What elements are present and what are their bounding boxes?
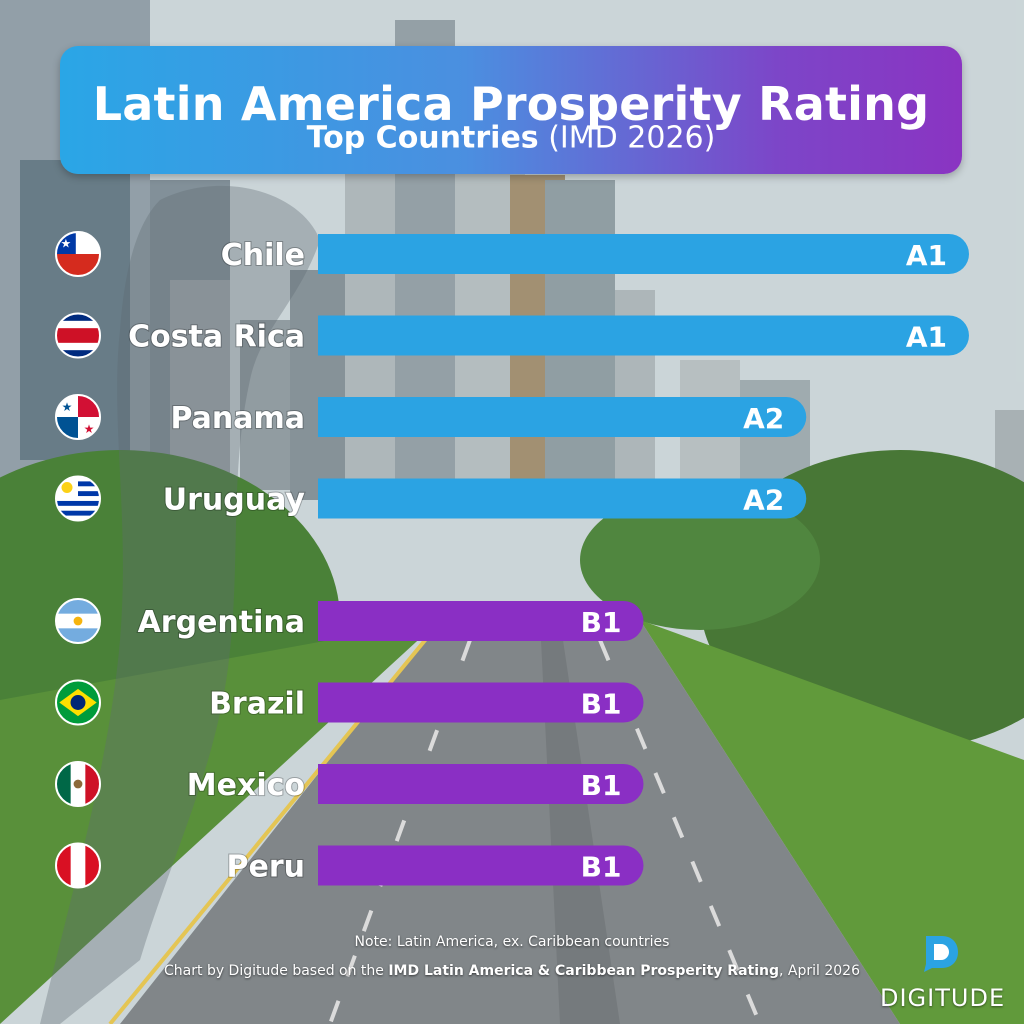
uruguay-flag-icon (56, 476, 100, 521)
category-label: Mexico (187, 768, 305, 803)
category-label: Brazil (209, 687, 305, 722)
bar-costa-rica (318, 315, 969, 356)
brazil-flag-icon (56, 680, 100, 725)
bar-mexico (318, 764, 644, 804)
svg-text:★: ★ (84, 422, 95, 436)
source-credit: Chart by Digitude based on the IMD Latin… (0, 963, 1024, 979)
subtitle-bold: Top Countries (306, 120, 539, 156)
category-label: Costa Rica (128, 320, 305, 355)
credit-source: IMD Latin America & Caribbean Prosperity… (388, 963, 779, 979)
credit-suffix: , April 2026 (779, 963, 860, 979)
title-banner: Latin America Prosperity Rating Top Coun… (60, 46, 962, 174)
category-label: Peru (227, 850, 306, 885)
bar-brazil (318, 682, 644, 723)
bar-peru (318, 845, 644, 886)
data-label: A2 (743, 484, 784, 517)
chart-subtitle: Top Countries (IMD 2026) (60, 121, 962, 156)
svg-text:★: ★ (62, 400, 73, 414)
logo-wordmark: DIGITUDE (880, 984, 1006, 1012)
chart-title: Latin America Prosperity Rating (92, 77, 930, 131)
digitude-logo-icon (924, 936, 958, 972)
category-label: Argentina (138, 605, 305, 640)
svg-text:★: ★ (61, 236, 72, 250)
data-label: B1 (581, 851, 622, 884)
category-label: Panama (170, 401, 305, 436)
data-label: B1 (581, 688, 622, 721)
panama-flag-icon: ★★ (56, 395, 100, 439)
credit-prefix: Chart by Digitude based on the (164, 963, 389, 979)
footnote: Note: Latin America, ex. Caribbean count… (354, 934, 670, 950)
category-label: Chile (221, 238, 305, 273)
data-label: B1 (581, 769, 622, 802)
data-label: A1 (906, 321, 947, 354)
chile-flag-icon: ★ (56, 232, 100, 276)
costa-rica-flag-icon (56, 313, 100, 358)
data-label: B1 (581, 606, 622, 639)
data-label: A1 (906, 239, 947, 272)
subtitle-rest: (IMD 2026) (538, 120, 716, 156)
bar-argentina (318, 601, 644, 641)
bar-panama (318, 397, 807, 437)
bar-uruguay (318, 478, 807, 519)
category-label: Uruguay (163, 483, 306, 518)
bar-chile (318, 234, 969, 274)
data-label: A2 (743, 402, 784, 435)
